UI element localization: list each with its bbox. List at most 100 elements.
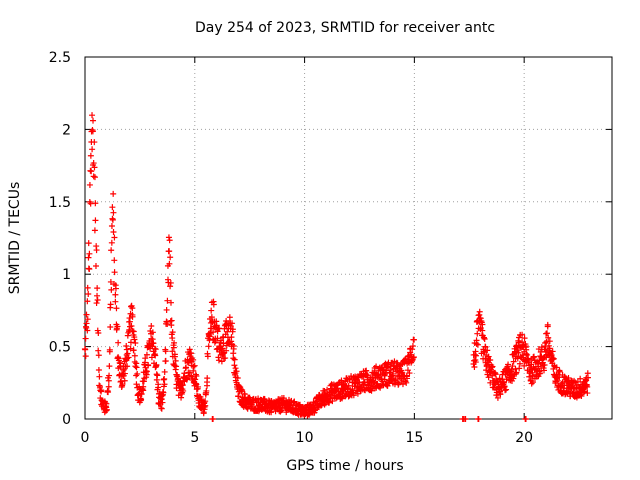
- data-point: [148, 323, 155, 330]
- data-point: [354, 390, 361, 397]
- data-point: [128, 323, 135, 330]
- data-point: [203, 387, 210, 394]
- data-point: [471, 364, 478, 371]
- data-point: [183, 364, 190, 371]
- y-tick-label: 0.5: [49, 340, 71, 356]
- data-point: [108, 286, 115, 293]
- data-point: [159, 399, 166, 406]
- data-point: [232, 365, 239, 372]
- data-point: [544, 330, 551, 337]
- data-point: [472, 359, 479, 366]
- data-point: [549, 354, 556, 361]
- plot-frame: [84, 56, 613, 420]
- y-axis-title: SRMTID / TECUs: [7, 182, 23, 295]
- data-point: [227, 323, 234, 330]
- data-point: [519, 331, 526, 338]
- data-point: [210, 329, 217, 336]
- data-point: [102, 399, 109, 406]
- data-point: [522, 416, 529, 422]
- data-point: [186, 369, 193, 376]
- data-point: [218, 346, 225, 353]
- data-point: [513, 369, 520, 376]
- data-point: [123, 346, 130, 353]
- data-point: [476, 308, 483, 315]
- data-point: [140, 383, 147, 390]
- data-point: [556, 368, 563, 375]
- data-point: [85, 254, 92, 261]
- data-point: [164, 321, 171, 328]
- data-point: [108, 223, 115, 230]
- data-point: [550, 355, 557, 362]
- data-point: [188, 350, 195, 357]
- data-point: [329, 398, 336, 405]
- data-point: [86, 250, 93, 257]
- data-point: [87, 152, 94, 159]
- data-point: [91, 174, 98, 181]
- data-point: [205, 343, 212, 350]
- data-point: [208, 325, 215, 332]
- data-point: [546, 338, 553, 345]
- x-tick-label: 5: [190, 430, 199, 446]
- data-point: [113, 326, 120, 333]
- data-point: [229, 328, 236, 335]
- data-point: [380, 366, 387, 373]
- data-point: [164, 297, 171, 304]
- data-point: [153, 371, 160, 378]
- data-point: [406, 370, 413, 377]
- data-point: [162, 357, 169, 364]
- data-point: [565, 374, 572, 381]
- data-point: [170, 344, 177, 351]
- data-point: [106, 372, 113, 379]
- data-point: [577, 375, 584, 382]
- data-point: [472, 352, 479, 359]
- data-point: [584, 383, 591, 390]
- y-tick-label: 1: [62, 267, 71, 283]
- data-point: [541, 367, 548, 374]
- data-point: [98, 387, 105, 394]
- data-point: [106, 346, 113, 353]
- data-point: [233, 368, 240, 375]
- data-point: [92, 262, 99, 269]
- data-point: [201, 404, 208, 411]
- data-point: [129, 313, 136, 320]
- data-point: [112, 291, 119, 298]
- data-point: [166, 237, 173, 244]
- data-point: [117, 363, 124, 370]
- x-tick-label: 10: [296, 430, 314, 446]
- data-point: [145, 362, 152, 369]
- data-point: [95, 347, 102, 354]
- data-point: [403, 379, 410, 386]
- data-point: [112, 282, 119, 289]
- data-point: [537, 370, 544, 377]
- data-point: [84, 327, 91, 334]
- data-point: [521, 335, 528, 342]
- y-tick-labels: 0 0.5 1 1.5 2 2.5: [49, 50, 71, 428]
- data-point: [166, 248, 173, 255]
- data-point: [223, 347, 230, 354]
- data-point: [108, 239, 115, 246]
- data-point: [169, 348, 176, 355]
- data-point: [500, 379, 507, 386]
- data-point: [483, 367, 490, 374]
- chart-title: Day 254 of 2023, SRMTID for receiver ant…: [195, 20, 495, 36]
- x-tick-label: 15: [405, 430, 423, 446]
- data-point: [167, 279, 174, 286]
- y-tick-label: 2: [62, 122, 71, 138]
- data-point: [216, 325, 223, 332]
- data-point: [197, 394, 204, 401]
- data-point: [528, 380, 535, 387]
- data-point: [229, 320, 236, 327]
- data-point: [226, 314, 233, 321]
- data-point: [178, 394, 185, 401]
- data-point: [553, 364, 560, 371]
- data-point: [346, 376, 353, 383]
- x-axis-title: GPS time / hours: [286, 458, 403, 474]
- data-point: [206, 333, 213, 340]
- data-point: [510, 358, 517, 365]
- data-point: [161, 376, 168, 383]
- data-point: [167, 299, 174, 306]
- data-point: [231, 362, 238, 369]
- data-point: [505, 361, 512, 368]
- data-point: [95, 366, 102, 373]
